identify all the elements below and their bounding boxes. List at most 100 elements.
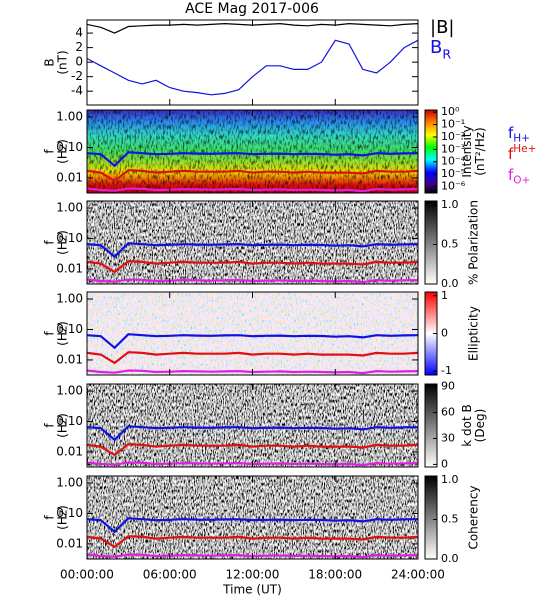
- frequency-line: [87, 242, 418, 259]
- colorbar-tick-label: 10⁻²: [441, 130, 465, 143]
- plot-area: [87, 292, 418, 375]
- data-line: [87, 39, 418, 96]
- legend-sub: R: [442, 46, 451, 61]
- colorbar-tick-label: 10⁰: [441, 105, 460, 118]
- frequency-line: [87, 151, 418, 168]
- colorbar: [424, 383, 438, 468]
- y-axis-label: f: [43, 331, 57, 336]
- x-tick-label: 12:00:00: [226, 568, 280, 582]
- colorbar: [424, 200, 438, 285]
- colorbar-tick-label: 1.0: [441, 473, 459, 486]
- y-tick-label: 1.00: [56, 476, 83, 490]
- plot-area: [87, 476, 418, 559]
- colorbar-tick-label: 90: [441, 380, 455, 393]
- y-tick-label: 0.01: [56, 170, 83, 184]
- y-tick-label: 0.01: [56, 352, 83, 366]
- frequency-line: [87, 260, 418, 274]
- x-tick-label: 18:00:00: [308, 568, 362, 582]
- legend-sub: H+: [513, 132, 530, 144]
- legend-entry: fO+: [508, 166, 530, 187]
- colorbar-tick-label: 0.5: [441, 512, 459, 525]
- y-tick-label: 0.10: [56, 414, 83, 428]
- colorbar-tick-label: -1: [441, 364, 452, 377]
- spectrogram: [87, 384, 418, 467]
- frequency-line: [87, 351, 418, 365]
- y-tick-label: 0.10: [56, 506, 83, 520]
- x-tick-label: 06:00:00: [143, 568, 197, 582]
- x-tick-label: 24:00:00: [391, 568, 445, 582]
- colorbar-tick-label: 0: [441, 327, 448, 340]
- colorbar-tick-label: 10⁻⁵: [441, 167, 465, 180]
- y-axis-label: B: [43, 58, 57, 66]
- legend-name: B: [430, 37, 442, 58]
- y-axis-label: (Hz): [56, 413, 70, 438]
- frequency-line: [87, 169, 418, 183]
- legend-name: f: [508, 145, 514, 163]
- y-tick-label: 1.00: [56, 201, 83, 215]
- x-axis-label: Time (UT): [222, 583, 282, 597]
- legend-entry: fH+: [508, 124, 530, 145]
- y-tick-label: -2: [71, 69, 83, 83]
- plot-frame: [86, 19, 419, 106]
- y-axis-label: f: [43, 149, 57, 154]
- colorbar-tick-label: 0.5: [441, 237, 459, 250]
- colorbar-label: (Deg): [473, 409, 487, 443]
- colorbar-tick-label: 60: [441, 406, 455, 419]
- colorbar-tick-label: 0.0: [441, 277, 459, 290]
- colorbar-label: Coherency: [467, 485, 481, 549]
- colorbar-tick-label: 0.0: [441, 552, 459, 565]
- y-axis-label: f: [43, 515, 57, 520]
- y-axis-label: (Hz): [56, 505, 70, 530]
- legend-entry: fHe+: [508, 143, 536, 163]
- x-tick-label: 00:00:00: [60, 568, 114, 582]
- y-tick-label: 2: [75, 40, 83, 54]
- y-tick-label: 1.00: [56, 292, 83, 306]
- colorbar-label: % Polarization: [467, 200, 481, 285]
- frequency-line: [87, 517, 418, 534]
- colorbar-tick-label: 30: [441, 431, 455, 444]
- spectrogram: [87, 292, 418, 375]
- colorbar: [424, 109, 438, 194]
- y-tick-label: 0.01: [56, 261, 83, 275]
- colorbar-label: Ellipticity: [467, 306, 481, 361]
- legend-name: f: [508, 166, 514, 184]
- spectrogram: [87, 476, 418, 559]
- y-tick-label: -4: [71, 84, 83, 98]
- legend-sup: He+: [513, 143, 536, 155]
- y-tick-label: 4: [75, 26, 83, 40]
- y-axis-label: (Hz): [56, 139, 70, 164]
- colorbar-tick-label: 1: [441, 289, 448, 302]
- colorbar-tick-label: 10⁻⁴: [441, 155, 466, 168]
- y-tick-label: 0.01: [56, 444, 83, 458]
- frequency-line: [87, 425, 418, 442]
- plot-area: [87, 384, 418, 467]
- y-tick-label: 0.10: [56, 140, 83, 154]
- y-tick-label: 0.10: [56, 231, 83, 245]
- y-axis-label: (nT): [56, 50, 70, 74]
- y-tick-label: 0.01: [56, 536, 83, 550]
- colorbar: [424, 475, 438, 560]
- legend-entry: BR: [430, 37, 451, 61]
- y-axis-label: (Hz): [56, 321, 70, 346]
- plot-area: [87, 201, 418, 284]
- plot-area: [87, 110, 418, 193]
- colorbar-tick-label: 10⁻³: [441, 142, 465, 155]
- colorbar-label: (nT²/Hz): [473, 127, 487, 175]
- y-tick-label: 1.00: [56, 110, 83, 124]
- y-tick-label: 0.10: [56, 322, 83, 336]
- frequency-line: [87, 535, 418, 549]
- colorbar-label: k dot B: [460, 404, 474, 446]
- colorbar-tick-label: 1.0: [441, 198, 459, 211]
- legend-sub: O+: [513, 174, 530, 186]
- colorbar-tick-label: 0: [441, 457, 448, 470]
- y-tick-label: 0: [75, 55, 83, 69]
- frequency-line: [87, 443, 418, 457]
- colorbar-label: Intensity: [460, 125, 474, 177]
- y-axis-label: f: [43, 240, 57, 245]
- colorbar-tick-label: 10⁻⁶: [441, 180, 466, 193]
- chart-title: ACE Mag 2017-006: [185, 1, 319, 17]
- colorbar-tick-label: 10⁻¹: [441, 118, 465, 131]
- legend-entry: |B|: [430, 17, 454, 38]
- spectrogram: [87, 201, 418, 284]
